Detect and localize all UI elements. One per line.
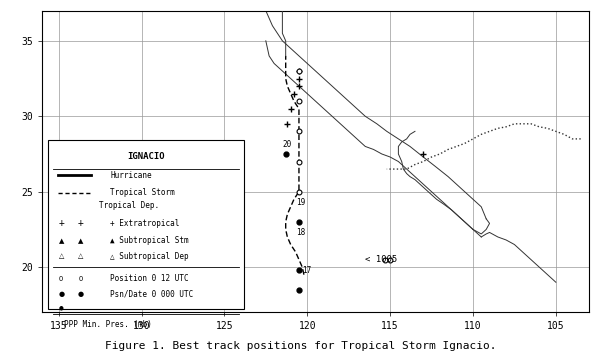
Text: Position 0 12 UTC: Position 0 12 UTC <box>111 274 189 283</box>
Text: IGNACIO: IGNACIO <box>127 153 165 162</box>
Text: ●: ● <box>58 290 64 296</box>
Text: +: + <box>58 218 64 228</box>
Text: Figure 1. Best track positions for Tropical Storm Ignacio.: Figure 1. Best track positions for Tropi… <box>105 342 496 351</box>
Text: 18: 18 <box>296 228 305 237</box>
Text: O: O <box>78 276 82 282</box>
Text: PPP Min. Pres. (mb): PPP Min. Pres. (mb) <box>64 320 152 329</box>
Text: +: + <box>78 218 84 228</box>
Text: + Extratropical: + Extratropical <box>111 219 180 228</box>
Text: Tropical Storm: Tropical Storm <box>111 188 175 197</box>
Text: Tropical Dep.: Tropical Dep. <box>100 201 160 210</box>
Text: △: △ <box>58 253 64 260</box>
Text: < 1005: < 1005 <box>365 255 397 264</box>
Text: ●: ● <box>78 290 84 296</box>
Text: 17: 17 <box>302 266 311 275</box>
Text: ▲ Subtropical Stm: ▲ Subtropical Stm <box>111 236 189 245</box>
Text: △: △ <box>78 253 83 260</box>
Text: 20: 20 <box>282 141 291 149</box>
Text: 19: 19 <box>296 198 305 207</box>
Text: O: O <box>59 276 63 282</box>
Text: △ Subtropical Dep: △ Subtropical Dep <box>111 252 189 261</box>
Text: ●: ● <box>59 305 64 310</box>
Text: Psn/Date 0 000 UTC: Psn/Date 0 000 UTC <box>111 289 194 298</box>
Text: Hurricane: Hurricane <box>111 171 152 180</box>
FancyBboxPatch shape <box>47 141 245 309</box>
Text: ▲: ▲ <box>58 238 64 244</box>
Text: ▲: ▲ <box>78 238 83 244</box>
